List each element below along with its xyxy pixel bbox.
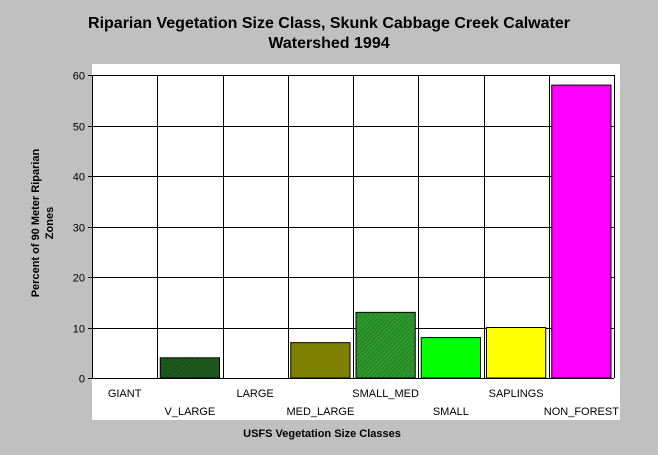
bars [159,84,612,379]
bar-med-large [290,342,351,379]
x-tick-label: MED_LARGE [286,406,354,418]
x-tick-label: V_LARGE [165,406,216,418]
axes [88,75,614,379]
y-tick-labels: 0 10 20 30 40 50 60 [73,71,85,386]
y-tick-label: 60 [73,71,85,83]
bar-non-forest [551,84,612,379]
x-tick-label: SAPLINGS [489,388,544,400]
bar-hatch-overlay [356,312,416,378]
x-tick-label: NON_FOREST [544,406,619,418]
y-tick-label: 30 [73,223,85,235]
y-tick-label: 10 [73,324,85,336]
y-tick-label: 0 [79,374,85,386]
chart-title: Riparian Vegetation Size Class, Skunk Ca… [0,14,658,54]
chart-title-line-1: Riparian Vegetation Size Class, Skunk Ca… [88,15,570,32]
chart-title-line-2: Watershed 1994 [268,35,390,52]
bar-small [420,337,481,379]
y-tick-label: 40 [73,172,85,184]
x-tick-label: SMALL [433,406,469,418]
x-axis-label: USFS Vegetation Size Classes [243,428,401,440]
bar-hatch-overlay [160,357,220,378]
y-tick-label: 50 [73,122,85,134]
y-tick-label: 20 [73,273,85,285]
x-tick-label: LARGE [236,388,273,400]
x-tick-label: GIANT [108,388,142,400]
bar-saplings [486,327,547,379]
x-tick-label: SMALL_MED [352,388,419,400]
x-tick-labels: GIANT V_LARGE LARGE MED_LARGE SMALL_MED SMALL… [108,388,619,418]
